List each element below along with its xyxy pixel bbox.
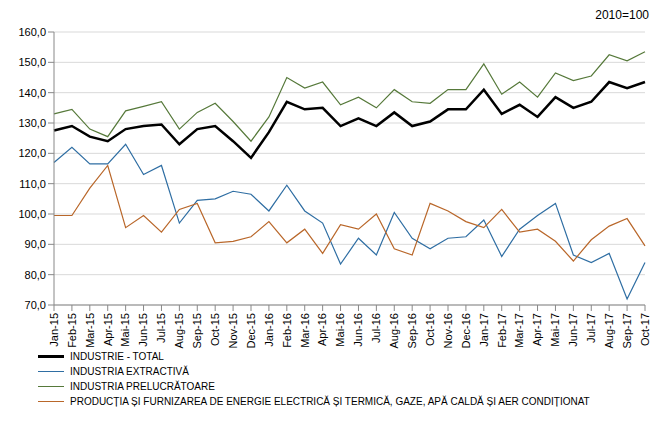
- svg-text:Oct-15: Oct-15: [209, 313, 221, 346]
- svg-text:Nov-16: Nov-16: [442, 313, 454, 348]
- svg-text:90,0: 90,0: [25, 238, 46, 250]
- svg-text:130,0: 130,0: [18, 117, 46, 129]
- svg-text:140,0: 140,0: [18, 87, 46, 99]
- svg-text:Apr-15: Apr-15: [102, 313, 114, 346]
- svg-text:Oct-17: Oct-17: [639, 313, 651, 346]
- svg-text:Mai-15: Mai-15: [119, 313, 131, 347]
- svg-text:Sep-15: Sep-15: [191, 313, 203, 348]
- svg-text:Jun-16: Jun-16: [352, 313, 364, 347]
- html-text:INDUSTRIA EXTRACTIVĂ: INDUSTRIA EXTRACTIVĂ: [70, 366, 189, 377]
- svg-text:Dec-15: Dec-15: [245, 313, 257, 348]
- svg-text:Feb-15: Feb-15: [66, 313, 78, 348]
- html-text:2010=100: 2010=100: [595, 8, 649, 22]
- svg-text:Dec-16: Dec-16: [460, 313, 472, 348]
- svg-text:150,0: 150,0: [18, 56, 46, 68]
- svg-text:Jan-17: Jan-17: [478, 313, 490, 347]
- svg-text:Jul-15: Jul-15: [155, 313, 167, 343]
- svg-text:Oct-16: Oct-16: [424, 313, 436, 346]
- svg-text:Nov-15: Nov-15: [227, 313, 239, 348]
- svg-text:Sep-17: Sep-17: [621, 313, 633, 348]
- svg-text:Aug-17: Aug-17: [603, 313, 615, 348]
- svg-text:Aug-16: Aug-16: [388, 313, 400, 348]
- html-text:PRODUCȚIA ȘI FURNIZAREA DE ENE: PRODUCȚIA ȘI FURNIZAREA DE ENERGIE ELECT…: [70, 396, 590, 407]
- svg-text:Jan-15: Jan-15: [48, 313, 60, 347]
- svg-text:Aug-15: Aug-15: [173, 313, 185, 348]
- html-text:INDUSTRIA PRELUCRĂTOARE: INDUSTRIA PRELUCRĂTOARE: [70, 381, 215, 392]
- svg-text:Apr-17: Apr-17: [531, 313, 543, 346]
- svg-text:160,0: 160,0: [18, 26, 46, 38]
- svg-text:110,0: 110,0: [19, 178, 46, 190]
- svg-text:Apr-16: Apr-16: [316, 313, 328, 346]
- svg-text:Mar-16: Mar-16: [299, 313, 311, 348]
- svg-text:Jan-16: Jan-16: [263, 313, 275, 347]
- svg-text:Jul-17: Jul-17: [585, 313, 597, 343]
- svg-text:Jun-17: Jun-17: [567, 313, 579, 347]
- svg-text:Feb-17: Feb-17: [496, 313, 508, 348]
- svg-text:Mar-17: Mar-17: [513, 313, 525, 348]
- svg-text:100,0: 100,0: [18, 208, 46, 220]
- svg-text:Mai-16: Mai-16: [334, 313, 346, 347]
- svg-text:80,0: 80,0: [25, 269, 46, 281]
- svg-text:Sep-16: Sep-16: [406, 313, 418, 348]
- svg-text:Jul-16: Jul-16: [370, 313, 382, 343]
- html-text:INDUSTRIE - TOTAL: INDUSTRIE - TOTAL: [70, 351, 164, 362]
- svg-text:Mar-15: Mar-15: [84, 313, 96, 348]
- svg-text:70,0: 70,0: [25, 299, 46, 311]
- svg-text:Feb-16: Feb-16: [281, 313, 293, 348]
- svg-text:Jun-15: Jun-15: [137, 313, 149, 347]
- svg-text:Mai-17: Mai-17: [549, 313, 561, 347]
- svg-text:120,0: 120,0: [18, 147, 46, 159]
